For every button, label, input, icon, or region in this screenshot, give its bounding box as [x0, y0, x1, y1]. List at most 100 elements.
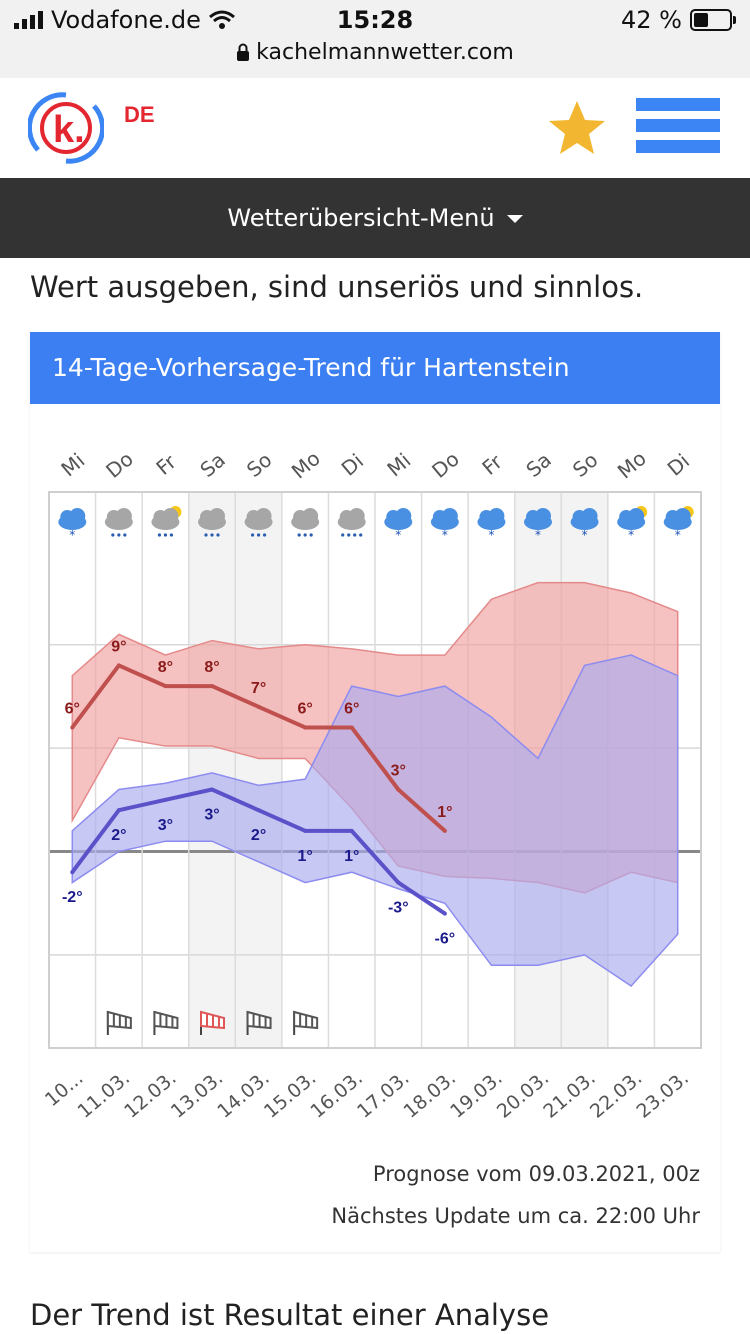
raindrop-icon — [204, 533, 208, 537]
min-range-band — [71, 654, 679, 987]
min-data-label: 3° — [204, 806, 219, 823]
max-point — [210, 684, 214, 689]
day-label: Sa — [195, 448, 230, 482]
favorite-star-icon[interactable] — [546, 98, 608, 160]
min-data-label: -3° — [388, 900, 409, 917]
cloud-puff — [302, 508, 319, 524]
date-label: 20.03. — [493, 1067, 553, 1123]
signal-icon — [14, 11, 43, 29]
site-header: k. DE — [0, 78, 750, 178]
min-point — [163, 797, 168, 802]
plot-frame — [48, 491, 702, 1049]
min-data-label: -2° — [62, 889, 83, 906]
max-data-label: 6° — [297, 700, 312, 717]
snowflake-icon: * — [488, 528, 494, 542]
max-data-label: 1° — [437, 804, 452, 821]
footer-text: Der Trend ist Resultat einer Analyse — [30, 1298, 550, 1332]
date-label: 21.03. — [539, 1067, 599, 1123]
min-data-label: 2° — [111, 827, 126, 844]
raindrop-icon — [359, 533, 363, 537]
min-data-label: 1° — [297, 848, 312, 865]
weather-menu-dropdown[interactable]: Wetterübersicht-Menü — [0, 178, 750, 258]
min-data-label: -6° — [435, 931, 456, 948]
day-label: Di — [337, 449, 368, 481]
max-point — [349, 725, 354, 730]
battery-level — [694, 13, 709, 27]
cloud-puff — [69, 508, 86, 524]
snowflake-icon: * — [442, 528, 448, 542]
cloud-puff — [441, 508, 458, 524]
min-point — [210, 787, 214, 792]
language-selector[interactable]: DE — [124, 102, 155, 127]
day-label: Do — [427, 447, 464, 483]
max-data-label: 8° — [158, 659, 173, 676]
url-bar[interactable]: kachelmannwetter.com — [0, 40, 750, 65]
date-label: 15.03. — [260, 1067, 320, 1123]
kachelmann-logo[interactable]: k. — [28, 90, 104, 166]
hamburger-menu-icon[interactable] — [636, 98, 720, 158]
max-point — [116, 663, 121, 668]
cloud-puff — [535, 508, 551, 524]
raindrop-icon — [216, 533, 220, 537]
cloud-puff — [628, 508, 645, 524]
date-label: 13.03. — [167, 1067, 227, 1123]
weekend-column — [188, 492, 236, 1048]
weekend-column — [235, 492, 282, 1048]
raindrop-icon — [210, 533, 214, 537]
max-data-label: 8° — [204, 659, 219, 676]
max-data-label: 3° — [391, 762, 406, 779]
weather-menu-label: Wetterübersicht-Menü — [227, 204, 495, 232]
day-label: Mi — [56, 448, 89, 481]
min-point — [349, 828, 354, 833]
cloud-puff — [581, 508, 598, 524]
cloud-puff — [348, 508, 365, 524]
day-label: Do — [101, 447, 138, 483]
cloud-puff — [162, 508, 179, 524]
day-label: Mi — [382, 448, 415, 481]
day-label: Di — [663, 449, 694, 481]
day-label: Fr — [477, 449, 507, 480]
max-point — [256, 704, 261, 709]
min-point — [442, 911, 447, 916]
url-text: kachelmannwetter.com — [256, 40, 514, 65]
day-label: Sa — [521, 448, 556, 482]
raindrop-icon — [341, 533, 345, 537]
min-point — [70, 870, 75, 875]
cloud-puff — [209, 508, 225, 524]
status-time: 15:28 — [336, 6, 414, 34]
max-data-label: 6° — [344, 700, 359, 717]
date-label: 12.03. — [120, 1067, 180, 1123]
carrier-area: Vodafone.de — [14, 6, 235, 34]
min-point — [256, 808, 261, 813]
raindrop-icon — [347, 533, 351, 537]
min-data-label: 1° — [344, 848, 359, 865]
battery-icon — [690, 9, 736, 31]
raindrop-icon — [353, 533, 357, 537]
cloud-puff — [115, 508, 132, 524]
snowflake-icon: * — [395, 528, 401, 542]
snowflake-icon: * — [69, 528, 75, 542]
carrier-name: Vodafone.de — [51, 6, 201, 34]
date-label: 23.03. — [632, 1067, 692, 1123]
intro-text: Wert ausgeben, sind unseriös und sinnlos… — [30, 270, 644, 304]
trend-chart: 6° 9° 8° 8° 7° 6° 6° 3° 1° -2° 2° 3° 3° 2° 1° 1° -3° -6° M… — [41, 446, 702, 1123]
cloud-puff — [674, 508, 691, 524]
min-data-label: 2° — [251, 827, 266, 844]
cloud-puff — [488, 508, 505, 524]
day-label: Fr — [151, 449, 181, 480]
min-point — [116, 808, 121, 813]
lock-icon — [237, 43, 250, 61]
raindrop-icon — [169, 533, 174, 537]
card-title: 14-Tage-Vorhersage-Trend für Hartenstein — [30, 332, 720, 404]
snowflake-icon: * — [582, 528, 588, 542]
battery-percent: 42 % — [621, 6, 682, 34]
max-data-label: 6° — [65, 700, 80, 717]
wifi-icon — [208, 10, 235, 29]
prognose-text: Prognose vom 09.03.2021, 00z — [372, 1162, 700, 1186]
raindrop-icon — [250, 533, 255, 537]
date-label: 11.03. — [74, 1067, 134, 1123]
date-label: 14.03. — [213, 1067, 273, 1123]
update-text: Nächstes Update um ca. 22:00 Uhr — [331, 1204, 700, 1228]
raindrop-icon — [262, 533, 267, 537]
max-data-label: 9° — [111, 638, 126, 655]
